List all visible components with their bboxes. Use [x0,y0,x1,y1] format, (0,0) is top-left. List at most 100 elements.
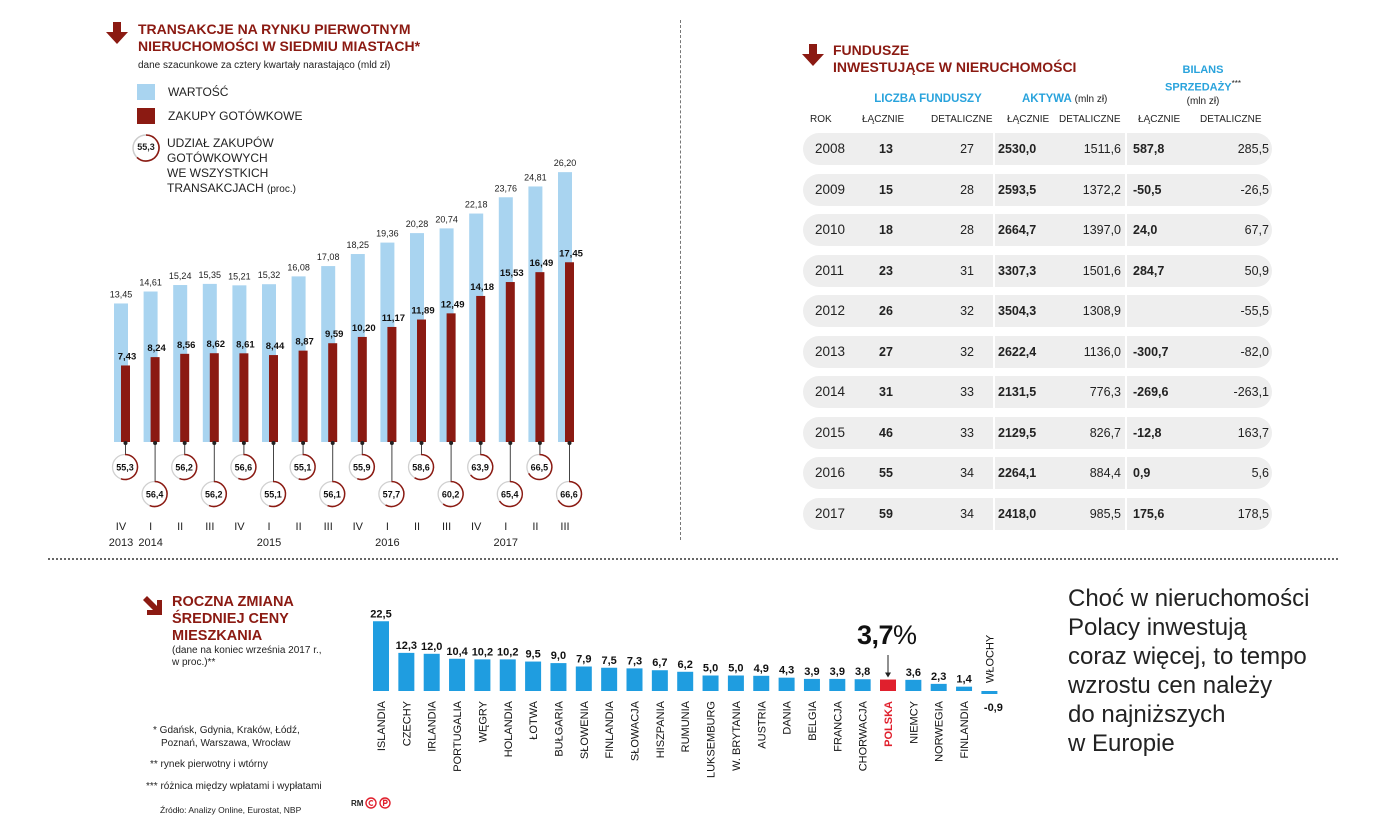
quarter-label: I [267,521,270,533]
legend-share-circle-icon [132,134,160,162]
share-circle-arc [120,453,139,481]
price-bar [449,658,466,691]
table-cell: 2017 [815,505,846,521]
share-value-label: 56,6 [235,463,253,473]
share-value-label: 56,2 [175,463,193,473]
cash-bar-label: 8,61 [236,339,255,350]
table-cell: 50,9 [1244,263,1269,278]
share-value-label: 60,2 [442,490,460,500]
price-bar [677,671,694,691]
country-label: BELGIA [807,700,819,740]
value-bar-label: 16,08 [287,262,310,272]
price-bar [829,678,846,691]
table-cell: 5,6 [1251,466,1269,480]
col-count-retail: DETALICZNE [931,114,993,125]
country-label: CHORWACJA [858,700,870,771]
share-value-label: 55,1 [294,463,312,473]
column-separator [993,376,995,408]
quarter-label: II [532,521,538,533]
cash-bar [387,326,397,442]
value-bar-label: 15,21 [228,271,251,281]
price-bar-label: 12,0 [421,641,442,653]
quarter-label: II [414,521,420,533]
cash-bar-label: 8,24 [147,343,166,354]
cash-bar-label: 11,17 [382,313,405,324]
credit: RM [351,797,392,809]
column-separator [1125,133,1127,165]
share-circle-arc [357,453,376,481]
table-cell: 2011 [815,262,845,278]
column-separator [1125,254,1127,287]
table-cell: 2264,1 [998,466,1037,480]
table-cell: 2016 [815,465,846,480]
quarter-label: I [504,521,507,533]
footnote-cities: * Gdańsk, Gdynia, Kraków, Łódź, Poznań, … [153,724,300,750]
cash-bar-label: 8,87 [295,337,314,348]
share-value-label: 56,2 [205,490,223,500]
price-bar [601,667,618,691]
table-row: 2017 59 34 2418,0 985,5 175,6 178,5 [803,497,1272,530]
table-cell: -263,1 [1233,385,1269,399]
quarter-label: IV [471,521,482,533]
country-label: NORWEGIA [934,700,946,762]
table-cell: 32 [960,344,974,359]
cash-bar-label: 8,44 [266,341,285,352]
share-dot [330,441,335,445]
source: Źródło: Analizy Online, Eurostat, NBP [160,805,302,815]
year-label: 2017 [494,537,518,549]
protected-icon [379,797,392,809]
cash-bar [150,357,160,442]
price-bar-label: 2,3 [931,671,946,683]
value-bar-label: 23,76 [495,183,518,193]
header-fund-count: LICZBA FUNDUSZY [874,93,982,105]
legend-share-line4: TRANSAKCJACH [167,181,264,195]
country-label: DANIA [782,700,794,734]
table-cell: 46 [879,425,893,440]
price-bar [880,679,896,691]
share-dot [360,441,365,445]
price-bar-label: 3,8 [855,666,870,678]
country-label: NIEMCY [908,700,920,743]
table-cell: 26 [879,304,893,318]
table-cell: 2129,5 [998,425,1037,440]
table-cell: 2622,4 [998,344,1037,359]
quarter-label: IV [234,521,245,533]
price-bar [626,668,643,691]
table-cell: -82,0 [1240,344,1270,359]
table-cell: 34 [960,506,974,521]
cash-bar-label: 8,62 [207,339,226,350]
cash-bar [417,319,426,442]
header-balance-line1: BILANS [1182,64,1224,76]
price-bar-label: 6,2 [678,659,693,671]
table-cell: 2530,0 [998,142,1037,156]
quarter-label: III [324,521,333,533]
table-cell: 2015 [815,424,846,440]
table-cell: 33 [960,385,974,399]
table-row: 2015 46 33 2129,5 826,7 -12,8 163,7 [803,416,1272,449]
table-cell: 0,9 [1133,466,1151,480]
country-label: IRLANDIA [427,700,439,751]
cash-bar-label: 14,18 [470,282,494,293]
cash-bar [476,295,486,442]
column-separator [1125,295,1127,327]
cash-bar-label: 15,53 [500,268,524,279]
price-bar [778,677,795,691]
transactions-title-line1: TRANSAKCJE NA RYNKU PIERWOTNYM [138,21,411,37]
table-row: 2008 13 27 2530,0 1511,6 587,8 285,5 [803,133,1272,165]
highlight-percent: % [893,620,917,650]
value-bar-label: 13,45 [110,289,133,299]
legend-share-sample: 55,3 [137,142,155,152]
table-cell: 2013 [815,343,846,359]
country-label: CZECHY [401,700,413,746]
cash-bar [357,336,367,442]
table-cell: 28 [960,223,974,237]
quote-line3: coraz więcej, to tempo [1068,643,1307,670]
share-value-label: 66,5 [531,463,549,473]
country-label: PORTUGALIA [452,700,464,771]
header-assets: AKTYWA (mln zł) [1022,93,1107,105]
price-bar [956,686,973,691]
cash-bar [535,272,545,442]
price-bar-label: 7,3 [627,655,642,667]
prices-title-line3: MIESZKANIA [172,628,263,644]
footnote-cities-line1: * Gdańsk, Gdynia, Kraków, Łódź, [153,725,300,736]
